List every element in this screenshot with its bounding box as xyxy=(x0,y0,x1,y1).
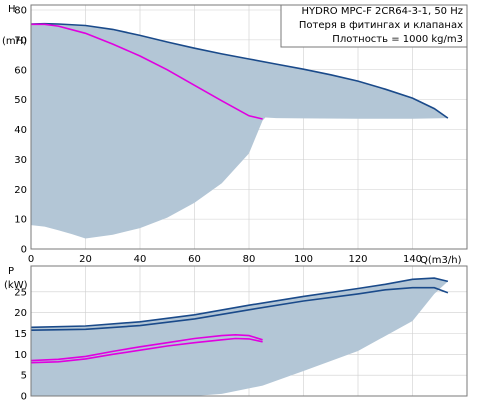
title-line-1: HYDRO MPC-F 2CR64-3-1, 50 Hz xyxy=(302,6,464,17)
title-line-3: Плотность = 1000 kg/m3 xyxy=(332,34,463,45)
series-line-magenta-1 xyxy=(31,23,263,120)
y-tick-label: 50 xyxy=(14,95,27,106)
series-line-magenta-3 xyxy=(30,337,263,364)
y-tick-label: 10 xyxy=(14,350,27,361)
x-tick-label: 60 xyxy=(188,254,201,265)
y-tick-label: 0 xyxy=(21,245,27,256)
y-tick-label: 70 xyxy=(14,35,27,46)
head-chart: H (mH) Q(m3/h) 0 10 20 30 40 50 60 70 80 0 20 40 60 8… xyxy=(2,4,468,266)
x-tick-label: 40 xyxy=(134,254,147,265)
y-tick-label: 0 xyxy=(21,392,27,400)
x-tick-label: 0 xyxy=(28,254,34,265)
power-chart: P (kW) 0 5 10 15 20 25 xyxy=(4,265,468,400)
top-plot-frame xyxy=(30,4,468,250)
bottom-tick-labels: 0 5 10 15 20 25 xyxy=(14,287,27,400)
x-tick-label: 120 xyxy=(348,254,367,265)
title-line-2: Потеря в фитингах и клапанах xyxy=(299,20,463,31)
top-yunit: (mH) xyxy=(2,36,27,47)
top-operating-region xyxy=(31,23,448,239)
y-tick-label: 40 xyxy=(14,125,27,136)
y-tick-label: 15 xyxy=(14,329,27,340)
y-tick-label: 20 xyxy=(14,308,27,319)
series-line-blue-1 xyxy=(30,286,449,331)
bottom-plot-frame xyxy=(30,265,468,397)
y-tick-label: 5 xyxy=(21,371,27,382)
x-tick-label: 140 xyxy=(403,254,422,265)
x-tick-label: 20 xyxy=(79,254,92,265)
top-xlabel: Q(m3/h) xyxy=(420,255,462,266)
y-tick-label: 20 xyxy=(14,185,27,196)
top-legend-box: HYDRO MPC-F 2CR64-3-1, 50 Hz Потеря в фи… xyxy=(280,4,468,48)
series-line-blue-0 xyxy=(30,22,449,119)
top-series-lines xyxy=(30,22,449,120)
y-tick-label: 60 xyxy=(14,65,27,76)
y-tick-label: 30 xyxy=(14,155,27,166)
top-tick-labels: 0 10 20 30 40 50 60 70 80 0 20 40 60 80 100 120 140 xyxy=(14,6,422,266)
bottom-ylabel: P xyxy=(8,266,14,277)
series-line-magenta-2 xyxy=(30,333,263,362)
bottom-operating-region xyxy=(31,278,448,396)
y-tick-label: 25 xyxy=(14,287,27,298)
series-line-blue-0 xyxy=(30,277,449,329)
bottom-series-lines xyxy=(30,277,449,364)
top-ylabel: H xyxy=(8,4,16,15)
bottom-yunit: (kW) xyxy=(4,280,28,291)
y-tick-label: 80 xyxy=(14,6,27,17)
x-tick-label: 80 xyxy=(243,254,256,265)
x-tick-label: 100 xyxy=(294,254,313,265)
y-tick-label: 10 xyxy=(14,215,27,226)
